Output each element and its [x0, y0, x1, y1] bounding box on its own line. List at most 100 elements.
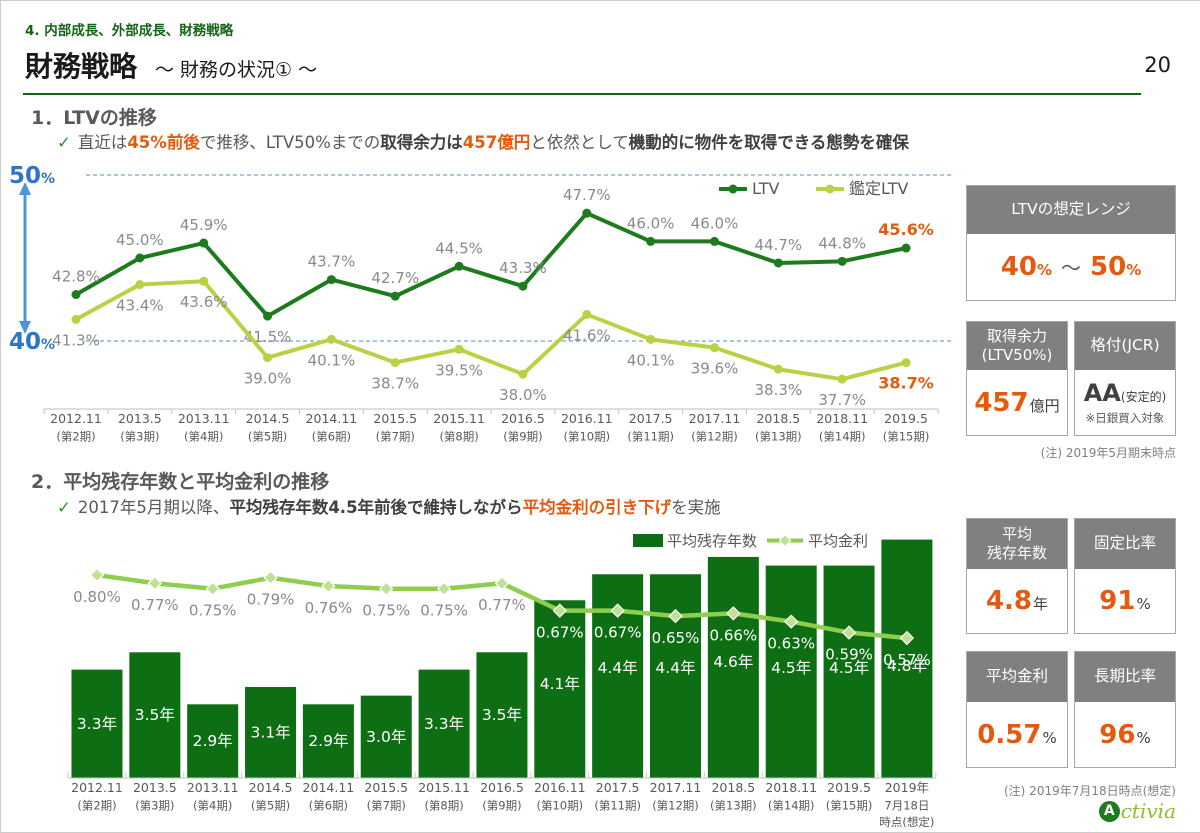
svg-text:2.9年: 2.9年 [308, 732, 348, 750]
svg-text:42.7%: 42.7% [371, 269, 419, 287]
svg-text:(第8期): (第8期) [424, 799, 463, 813]
svg-text:(第10期): (第10期) [536, 799, 583, 813]
svg-text:4.8年: 4.8年 [887, 657, 927, 675]
svg-text:44.5%: 44.5% [435, 239, 483, 257]
title-rule [23, 93, 1141, 95]
ltv-chart: 50% 40% 2012.11 (第2期) 2013.5 (第3期) 2013.11 (第4期… [1, 161, 956, 461]
svg-text:2016.11: 2016.11 [561, 411, 613, 426]
svg-text:2015.5: 2015.5 [364, 780, 408, 795]
ltv-chart-svg: 50% 40% 2012.11 (第2期) 2013.5 (第3期) 2013.11 (第4期… [9, 163, 951, 444]
svg-text:2017.5: 2017.5 [629, 411, 673, 426]
svg-text:0.77%: 0.77% [131, 596, 179, 614]
svg-text:(第13期): (第13期) [755, 430, 802, 444]
svg-text:2018.5: 2018.5 [711, 780, 755, 795]
svg-text:(第7期): (第7期) [376, 430, 415, 444]
svg-text:0.57%: 0.57% [883, 651, 931, 669]
avg-years-value: 4.8 [985, 586, 1033, 616]
svg-text:39.6%: 39.6% [691, 360, 739, 378]
svg-text:7月18日: 7月18日 [884, 799, 929, 813]
svg-text:37.7%: 37.7% [818, 391, 866, 409]
svg-text:0.67%: 0.67% [594, 624, 642, 642]
svg-text:(第2期): (第2期) [77, 799, 116, 813]
svg-text:(第12期): (第12期) [691, 430, 738, 444]
section-label: 4. 内部成長、外部成長、財務戦略 [25, 23, 234, 39]
check-icon: ✓ [57, 133, 71, 152]
svg-text:(第6期): (第6期) [312, 430, 351, 444]
svg-text:2017.11: 2017.11 [650, 780, 702, 795]
page-number: 20 [1144, 53, 1171, 77]
long-ratio-unit: % [1136, 728, 1151, 747]
panel-rating-body: AA (安定的) ※日銀買入対象 [1075, 370, 1175, 435]
capacity-value: 457 [974, 387, 1029, 418]
svg-text:2014.5: 2014.5 [246, 411, 290, 426]
svg-text:(第4期): (第4期) [184, 430, 223, 444]
svg-text:38.3%: 38.3% [755, 381, 803, 399]
panel-long-ratio-body: 96% [1075, 702, 1175, 767]
svg-text:0.66%: 0.66% [710, 626, 758, 644]
svg-text:2018.11: 2018.11 [765, 780, 817, 795]
svg-text:2019.5: 2019.5 [827, 780, 871, 795]
svg-text:46.0%: 46.0% [627, 214, 675, 232]
svg-text:平均金利: 平均金利 [808, 532, 868, 550]
svg-text:39.5%: 39.5% [435, 361, 483, 379]
ltv-range-max-unit: % [1126, 261, 1142, 279]
panel-avg-years: 平均 残存年数 4.8 年 [966, 518, 1068, 634]
fixed-ratio-value: 91 [1099, 586, 1136, 616]
panel-capacity: 取得余力 (LTV50%) 457 億円 [966, 321, 1068, 436]
panel-fixed-ratio: 固定比率 91% [1074, 518, 1176, 634]
svg-text:43.3%: 43.3% [499, 259, 547, 277]
svg-text:2018.11: 2018.11 [816, 411, 868, 426]
svg-text:(第15期): (第15期) [883, 430, 930, 444]
page-subtitle: ～ 財務の状況① ～ [155, 59, 318, 81]
svg-text:0.76%: 0.76% [305, 599, 353, 617]
svg-text:0.75%: 0.75% [362, 602, 410, 620]
capacity-header-line2: (LTV50%) [981, 346, 1053, 364]
svg-text:40.1%: 40.1% [308, 351, 356, 369]
section2-bullet: ✓ 2017年5月期以降、平均残存年数4.5年前後で維持しながら平均金利の引き下げ… [57, 494, 721, 518]
avg-years-header-line2: 残存年数 [986, 544, 1047, 562]
svg-text:43.7%: 43.7% [308, 253, 356, 271]
svg-text:(第8期): (第8期) [439, 430, 478, 444]
section2-heading: 2．平均残存年数と平均金利の推移 [31, 471, 330, 493]
section1-heading: 1．LTVの推移 [31, 107, 157, 129]
bullet-segment: 2017年5月期以降、 [77, 498, 230, 517]
svg-text:38.0%: 38.0% [499, 386, 547, 404]
bullet-segment: 取得余力は [380, 133, 463, 152]
svg-text:0.65%: 0.65% [652, 629, 700, 647]
svg-text:2012.11: 2012.11 [71, 780, 123, 795]
years-rate-chart-svg: 2012.11 (第2期) 2013.5 (第3期) 2013.11 (第4期) 2014.… [67, 532, 937, 829]
svg-text:3.0年: 3.0年 [366, 728, 406, 746]
svg-text:42.8%: 42.8% [52, 268, 100, 286]
svg-text:0.75%: 0.75% [189, 602, 237, 620]
svg-text:(第2期): (第2期) [56, 430, 95, 444]
svg-text:2018.5: 2018.5 [756, 411, 800, 426]
bullet-segment: 機動的に物件を取得できる態勢を確保 [628, 133, 909, 152]
svg-text:(第5期): (第5期) [248, 430, 287, 444]
avg-rate-unit: % [1042, 728, 1057, 747]
svg-text:2012.11: 2012.11 [50, 411, 102, 426]
svg-text:2016.11: 2016.11 [534, 780, 586, 795]
panel-ltv-range-header: LTVの想定レンジ [967, 186, 1175, 234]
svg-text:(第12期): (第12期) [652, 799, 699, 813]
svg-text:(第11期): (第11期) [627, 430, 674, 444]
panel-long-ratio: 長期比率 96% [1074, 651, 1176, 768]
svg-text:0.77%: 0.77% [478, 596, 526, 614]
svg-text:(第14期): (第14期) [819, 430, 866, 444]
svg-text:(第14期): (第14期) [768, 799, 815, 813]
svg-text:時点(想定): 時点(想定) [879, 815, 934, 829]
svg-text:LTV: LTV [752, 179, 779, 198]
section2-bullet-text: 2017年5月期以降、平均残存年数4.5年前後で維持しながら平均金利の引き下げを… [78, 498, 721, 517]
section1-bullet: ✓ 直近は45%前後で推移、LTV50%までの取得余力は457億円と依然として機動… [57, 129, 909, 153]
ltv-range-max: 50 [1090, 252, 1127, 282]
capacity-header-line1: 取得余力 [986, 327, 1047, 346]
bullet-segment: 45%前後 [127, 133, 200, 152]
svg-text:50%: 50% [9, 163, 55, 189]
svg-text:(第9期): (第9期) [482, 799, 521, 813]
bullet-segment: 平均金利の引き下げ [522, 498, 672, 517]
svg-text:43.6%: 43.6% [180, 293, 228, 311]
panel-fixed-ratio-header: 固定比率 [1075, 519, 1175, 569]
note-section2: (注) 2019年7月18日時点(想定) [1004, 784, 1176, 798]
years-rate-chart: 2012.11 (第2期) 2013.5 (第3期) 2013.11 (第4期) 2014.… [41, 529, 956, 832]
check-icon: ✓ [57, 498, 71, 517]
svg-text:(第13期): (第13期) [710, 799, 757, 813]
